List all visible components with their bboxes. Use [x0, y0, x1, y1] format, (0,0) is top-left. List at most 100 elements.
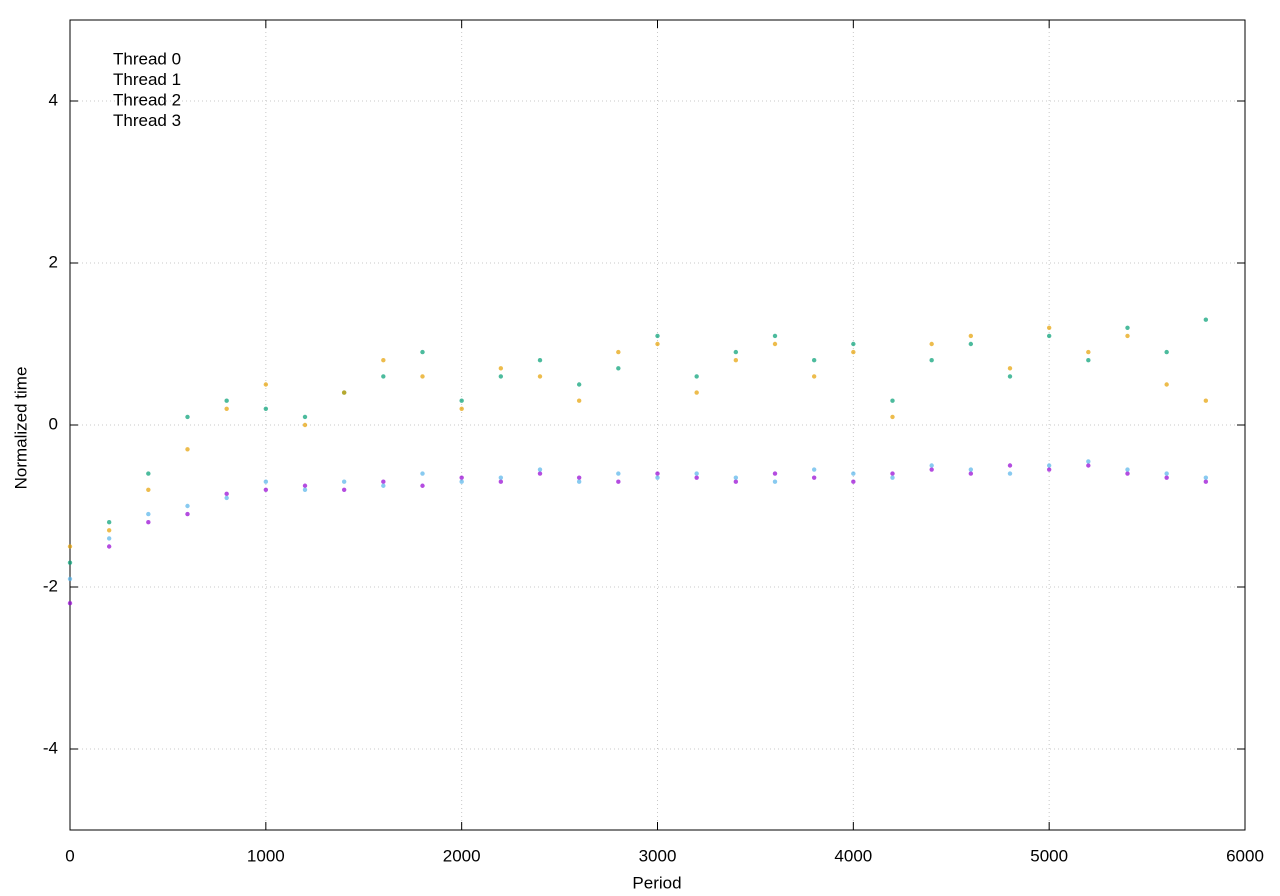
point	[263, 382, 269, 387]
x-tick-label: 0	[65, 846, 74, 865]
point	[459, 398, 464, 403]
point	[733, 358, 739, 363]
point	[106, 520, 112, 525]
point	[1203, 317, 1209, 322]
plot-border	[69, 19, 1246, 831]
point	[851, 471, 856, 476]
point	[576, 475, 582, 480]
point	[616, 479, 621, 484]
point	[1086, 349, 1091, 355]
point	[341, 479, 347, 484]
point	[1164, 475, 1169, 480]
point	[890, 414, 895, 420]
point	[811, 475, 817, 480]
point	[459, 406, 464, 411]
point	[772, 471, 778, 476]
point	[694, 471, 699, 476]
point	[733, 475, 739, 480]
y-tick-label: 4	[49, 90, 58, 109]
point	[929, 341, 934, 347]
point	[851, 479, 856, 484]
point	[811, 467, 817, 472]
point	[67, 560, 73, 565]
point	[498, 374, 504, 379]
point	[420, 471, 425, 476]
point	[302, 483, 308, 488]
point	[341, 390, 347, 395]
point	[616, 471, 621, 476]
point	[968, 471, 974, 476]
point	[498, 475, 504, 480]
point	[146, 520, 151, 525]
point	[224, 406, 229, 411]
point	[224, 495, 229, 501]
point	[576, 382, 582, 387]
legend-label: Thread 0	[113, 49, 181, 68]
point	[1125, 325, 1130, 330]
x-tick-label: 5000	[1030, 846, 1068, 865]
point	[302, 487, 308, 492]
point	[890, 475, 895, 480]
point	[1086, 463, 1091, 468]
point	[459, 475, 464, 480]
point	[498, 479, 504, 484]
point	[302, 422, 308, 428]
point	[420, 349, 425, 355]
point	[537, 471, 543, 476]
point	[381, 358, 386, 363]
point	[655, 475, 660, 480]
point	[224, 398, 229, 403]
point	[67, 544, 73, 549]
point	[811, 374, 817, 379]
point	[733, 479, 739, 484]
point	[1125, 467, 1130, 472]
point	[576, 398, 582, 403]
y-tick-label: 2	[49, 252, 58, 271]
point	[537, 467, 543, 472]
point	[1046, 467, 1052, 472]
point	[811, 358, 817, 363]
x-axis-label: Period	[632, 873, 681, 892]
point	[772, 479, 778, 484]
point	[537, 374, 543, 379]
point	[67, 576, 73, 582]
point	[1203, 475, 1209, 480]
legend-label: Thread 1	[113, 70, 181, 89]
point	[968, 467, 974, 472]
x-tick-label: 2000	[443, 846, 481, 865]
point	[263, 487, 269, 492]
point	[341, 487, 347, 492]
x-tick-label: 6000	[1226, 846, 1264, 865]
point	[890, 398, 895, 403]
point	[302, 414, 308, 420]
point	[733, 349, 739, 355]
point	[1007, 374, 1013, 379]
point	[185, 503, 190, 509]
point	[1007, 471, 1013, 476]
legend-label: Thread 2	[113, 90, 181, 109]
point	[655, 471, 660, 476]
point	[146, 471, 151, 476]
point	[616, 366, 621, 371]
point	[1046, 463, 1052, 468]
point	[1164, 471, 1169, 476]
legend-label: Thread 3	[113, 111, 181, 130]
point	[694, 390, 699, 395]
y-axis-label: Normalized time	[11, 367, 30, 490]
point	[968, 333, 974, 339]
point	[1007, 463, 1013, 468]
point	[1164, 349, 1169, 355]
point	[381, 479, 386, 484]
point	[929, 463, 934, 468]
point	[263, 479, 269, 484]
point	[1164, 382, 1169, 387]
point	[263, 406, 269, 411]
point	[106, 528, 112, 533]
point	[694, 475, 699, 480]
point	[890, 471, 895, 476]
x-tick-label: 3000	[639, 846, 677, 865]
point	[851, 341, 856, 347]
point	[1007, 366, 1013, 371]
point	[1203, 479, 1209, 484]
